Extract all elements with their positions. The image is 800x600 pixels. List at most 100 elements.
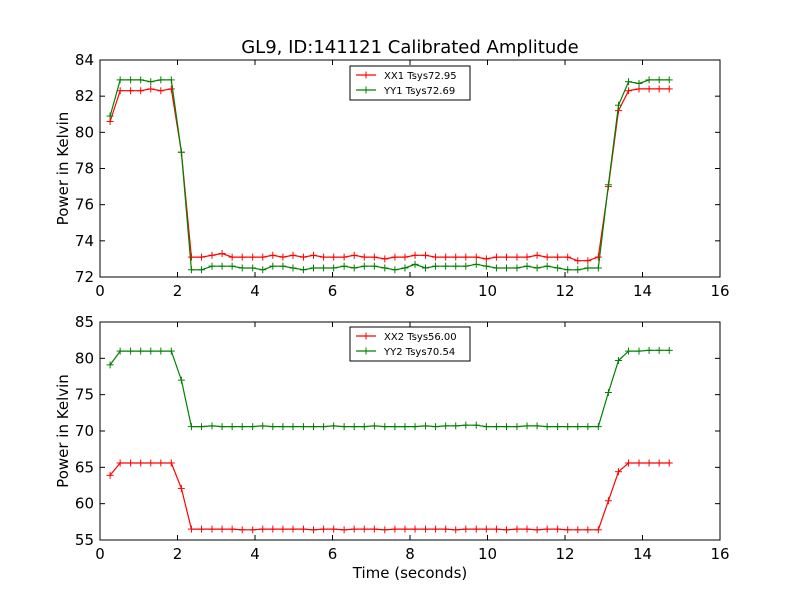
top-x-tick-label: 4 [250,282,260,300]
bottom-series-yy2-point [554,423,562,431]
top-series-xx1-point [218,249,226,257]
top-series-xx1-point [472,253,480,261]
bottom-series-yy2-point [502,423,510,431]
top-series-yy1-point [422,264,429,272]
top-series-yy1-point [502,264,510,272]
bottom-series-xx2-point [492,525,500,533]
top-series-yy1-point [279,262,287,270]
top-series-yy1-point [625,78,633,86]
bottom-y-axis-label: Power in Kelvin [54,374,72,488]
bottom-x-tick-label: 8 [405,545,415,563]
top-series-yy1-point [462,262,470,270]
bottom-series-yy2-point [482,423,490,431]
top-series-xx1-point [127,87,135,95]
top-series-xx1-point [533,251,541,259]
bottom-legend: XX2 Tsys56.00 YY2 Tsys70.54 [349,326,471,362]
top-series-yy1-point [330,264,338,272]
bottom-series-xx2-point [106,471,114,479]
bottom-series-yy2-point [533,422,541,430]
bottom-series-yy2-point [513,423,521,431]
top-series-xx1-point [238,253,246,261]
bottom-plot: 0 2 4 6 8 10 12 14 16 55 60 65 70 75 80 85 Power in Kelv… [54,313,730,582]
top-legend-box [349,65,471,101]
top-series-xx1-point [462,253,470,261]
bottom-series-xx2-point [310,526,318,534]
bottom-legend-box [349,326,471,362]
top-series-xx1-point [442,253,450,261]
top-series-yy1-point [533,264,541,272]
bottom-x-tick-label: 6 [328,545,338,563]
bottom-series-xx2-point [645,459,653,467]
figure-title: GL9, ID:141121 Calibrated Amplitude [241,37,579,58]
bottom-series-yy2-point [472,421,480,429]
top-series-yy1-point [564,266,572,274]
top-series-xx1-point [116,87,124,95]
bottom-legend-label: XX2 Tsys56.00 [384,332,457,343]
bottom-series-yy2-point [523,422,531,430]
bottom-series-xx2-point [655,459,663,467]
bottom-series-yy2-point [645,346,653,354]
top-series-yy1-point [259,266,267,274]
top-y-tick-label: 78 [75,160,94,178]
bottom-x-tick-label: 2 [173,545,183,563]
top-x-tick-label: 14 [633,282,652,300]
top-series-yy1-point [198,266,206,274]
top-series-xx1-point [310,251,318,259]
bottom-series-yy2-point [665,346,673,354]
top-series-yy1-point [187,266,195,274]
bottom-series-yy2-point [432,423,440,431]
top-y-tick-label: 82 [75,87,94,105]
bottom-x-tick-label: 16 [710,545,729,563]
top-series-xx1-point [564,253,572,261]
bottom-series-xx2-point [401,525,409,533]
top-series-yy1-point [381,264,389,272]
top-series-yy1-point [350,264,358,272]
bottom-series-xx2-point [594,526,602,534]
bottom-series-xx2-point [198,525,206,533]
bottom-series-yy2-point [147,347,155,355]
bottom-series-xx2-point [299,525,307,533]
top-x-tick-label: 0 [95,282,105,300]
top-legend-item: XX1 Tsys72.95 [356,71,457,82]
bottom-y-tick-label: 85 [75,313,94,331]
bottom-y-tick-label: 65 [75,458,94,476]
top-series-xx1-point [228,253,236,261]
bottom-series-yy2-point [492,423,500,431]
bottom-series-yy2-point [289,423,297,431]
bottom-series-xx2-point [116,459,124,467]
top-series-xx1-point [482,255,490,263]
top-series-xx1-point [625,87,633,95]
top-series-yy1-point [320,264,328,272]
top-series-xx1-point [208,251,216,259]
top-series-xx1-point [370,253,378,261]
bottom-series-yy2-point [218,423,226,431]
top-x-tick-label: 16 [710,282,729,300]
bottom-series-yy2-point [422,422,429,430]
bottom-x-tick-label: 12 [555,545,574,563]
top-series-xx1-point [320,253,328,261]
top-series-xx1-point [584,257,592,265]
top-x-tick-label: 10 [478,282,497,300]
top-y-tick-label: 74 [75,232,94,250]
top-series-yy1-point [472,260,480,268]
top-series-yy1-point [370,262,378,270]
top-series-yy1-point [635,80,643,88]
top-series-xx1-point [513,253,521,261]
bottom-series-yy2-point [391,423,399,431]
bottom-y-tick-label: 75 [75,386,94,404]
bottom-series-xx2-point [330,525,338,533]
bottom-series-xx2-point [289,525,297,533]
top-x-tick-label: 2 [173,282,183,300]
top-series-xx1-point [157,87,165,95]
top-y-tick-label: 72 [75,268,94,286]
bottom-series-xx2-point [482,525,490,533]
top-legend-label: XX1 Tsys72.95 [384,71,457,82]
top-y-tick-label: 84 [75,51,94,69]
bottom-legend-item: XX2 Tsys56.00 [356,332,457,343]
top-series-yy1-point [594,264,602,272]
bottom-series-yy2-point [442,422,450,430]
top-series-xx1-point [422,251,429,259]
bottom-series-xx2-point [614,468,622,476]
top-series-yy1-point [604,181,612,189]
